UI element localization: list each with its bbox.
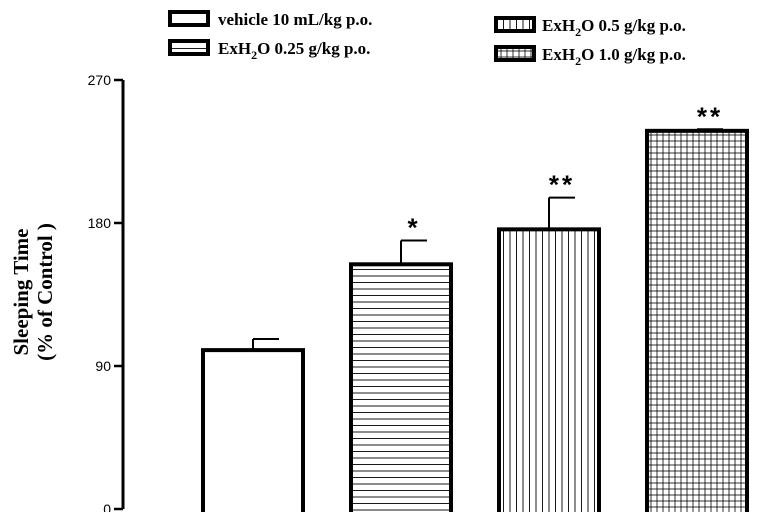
y-axis-label-line-2: (% of Control )	[33, 223, 57, 361]
legend-label-exh2o-025: ExH2O 0.25 g/kg p.o.	[218, 39, 370, 62]
y-axis-label: Sleeping Time (% of Control )	[9, 223, 57, 361]
y-tick-label: 90	[95, 358, 111, 374]
legend: vehicle 10 mL/kg p.o. ExH2O 0.25 g/kg p.…	[168, 10, 686, 68]
bar-group: **	[497, 170, 601, 512]
legend-label-exh2o-10: ExH2O 1.0 g/kg p.o.	[542, 45, 686, 68]
legend-swatch-vehicle	[168, 10, 210, 27]
significance-marker: **	[697, 101, 723, 131]
significance-marker: **	[549, 170, 575, 200]
legend-swatch-exh2o-10	[494, 45, 536, 62]
y-axis-label-line-1: Sleeping Time	[9, 229, 33, 356]
significance-marker: *	[407, 212, 420, 242]
legend-swatch-exh2o-025	[168, 39, 210, 56]
bar	[497, 227, 601, 512]
bar	[349, 262, 453, 512]
bars: *****	[201, 101, 749, 512]
legend-label-exh2o-05: ExH2O 0.5 g/kg p.o.	[542, 16, 686, 39]
y-tick-label: 270	[88, 72, 112, 88]
y-tick-label: 180	[88, 215, 112, 231]
legend-item-vehicle: vehicle 10 mL/kg p.o.	[168, 10, 372, 29]
y-tick-label: 0	[103, 501, 111, 512]
legend-item-exh2o-10: ExH2O 1.0 g/kg p.o.	[494, 45, 686, 68]
bar	[201, 348, 305, 512]
legend-swatch-exh2o-05	[494, 16, 536, 33]
legend-item-exh2o-025: ExH2O 0.25 g/kg p.o.	[168, 39, 370, 62]
bar-group: *	[349, 212, 453, 512]
bar-group	[201, 337, 305, 512]
bar	[645, 128, 749, 512]
y-axis: 0 90 180 270	[88, 72, 125, 512]
bar-group: **	[645, 101, 749, 512]
legend-label-vehicle: vehicle 10 mL/kg p.o.	[218, 10, 372, 29]
legend-item-exh2o-05: ExH2O 0.5 g/kg p.o.	[494, 16, 686, 39]
